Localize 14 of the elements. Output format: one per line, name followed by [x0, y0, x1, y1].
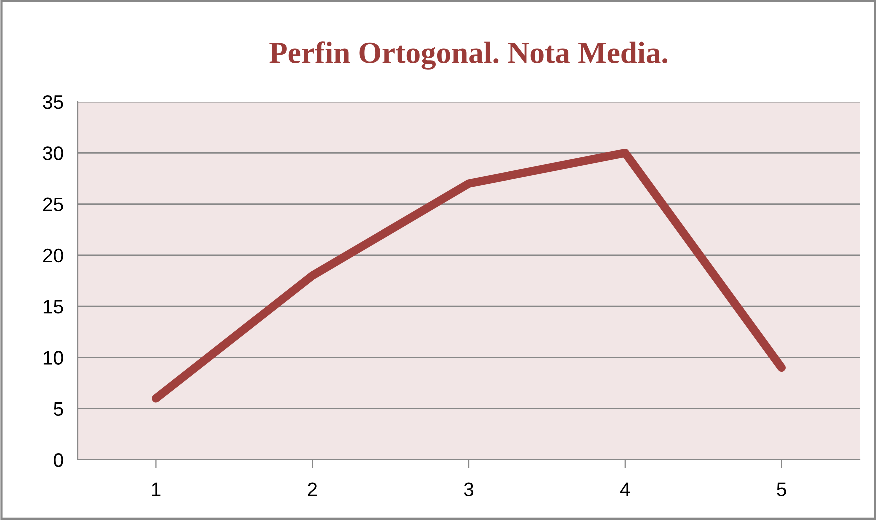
x-tick-label: 1	[152, 482, 161, 496]
x-tick-label: 4	[620, 482, 630, 496]
chart-title: Perfin Ortogonal. Nota Media.	[270, 42, 668, 70]
y-tick-label: 15	[44, 300, 64, 314]
y-tick-label: 10	[44, 351, 64, 365]
y-tick-label: 0	[54, 453, 64, 468]
y-tick-label: 20	[43, 248, 64, 263]
y-tick-label: 35	[43, 95, 64, 110]
y-tick-label: 30	[43, 146, 64, 160]
y-tick-label: 5	[54, 402, 64, 416]
x-tick-label: 3	[464, 482, 474, 497]
x-tick-label: 5	[777, 482, 786, 497]
y-tick-label: 25	[43, 198, 64, 212]
x-tick-label: 2	[308, 482, 318, 496]
